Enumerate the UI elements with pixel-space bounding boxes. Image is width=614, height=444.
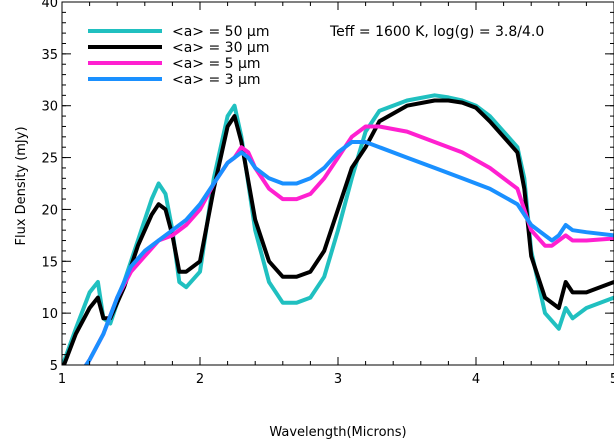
y-axis-label: Flux Density (mJy) [14,126,29,245]
y-tick-label: 40 [41,0,58,11]
series-line-2 [83,124,614,365]
y-tick-label: 35 [41,48,58,63]
y-tick-label: 10 [41,307,58,322]
x-tick-label: 2 [196,372,204,387]
x-tick-label: 1 [58,372,66,387]
x-tick-label: 3 [334,372,342,387]
y-tick-label: 30 [41,100,58,115]
y-tick-label: 15 [41,255,58,270]
legend-label: <a> = 50 μm [172,24,269,40]
series-layer [62,93,614,365]
x-tick-label: 5 [610,372,614,387]
chart-annotation: Teff = 1600 K, log(g) = 3.8/4.0 [329,24,544,40]
plot-area [62,93,614,365]
legend-label: <a> = 30 μm [172,40,269,56]
legend: <a> = 50 μm<a> = 30 μm<a> = 5 μm<a> = 3 … [88,24,269,88]
legend-label: <a> = 5 μm [172,56,261,72]
axes-layer: 1 2 3 4 5 5 10 15 20 25 30 35 40 [41,0,614,387]
x-axis-label: Wavelength(Microns) [269,425,406,440]
y-tick-label: 25 [41,152,58,167]
series-line-1 [62,98,614,365]
y-tick-label: 20 [41,203,58,218]
series-line-3 [83,140,614,365]
x-tick-label: 4 [472,372,480,387]
y-tick-label: 5 [50,359,58,374]
legend-label: <a> = 3 μm [172,72,261,88]
